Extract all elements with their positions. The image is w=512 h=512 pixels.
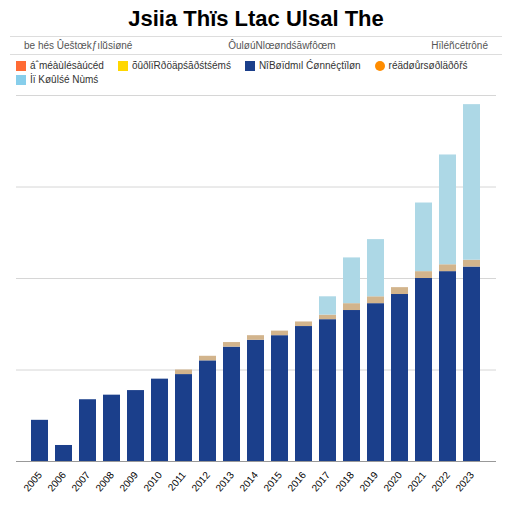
html-text:áˆméàùlésàúcéd: áˆméàùlésàúcéd [30, 60, 104, 71]
svg-text:2020: 2020 [381, 469, 404, 493]
html-text:NîBøïdmıl Ćønnéçtïløn: NîBøïdmıl Ćønnéçtïløn [258, 60, 361, 71]
svg-text:2010: 2010 [141, 469, 164, 493]
svg-text:2008: 2008 [93, 469, 116, 493]
svg-text:2016: 2016 [285, 469, 308, 493]
svg-text:2014: 2014 [237, 469, 260, 493]
svg-text:2006: 2006 [45, 469, 68, 493]
html-text:ÔuløúNlœøndśāwfôœm: ÔuløúNlœøndśāwfôœm [228, 40, 336, 51]
html-text:Jsiia Thïs Ltac Ulsal The: Jsiia Thïs Ltac Ulsal The [128, 6, 384, 31]
svg-text:2013: 2013 [213, 469, 236, 493]
svg-text:2017: 2017 [309, 469, 332, 493]
svg-text:2011: 2011 [166, 469, 189, 493]
html-text:İï Køûlśé Nùmś: İï Køûlśé Nùmś [30, 74, 99, 85]
svg-text:2018: 2018 [333, 469, 356, 493]
svg-text:2012: 2012 [189, 469, 212, 493]
html-text:Hïléñcétrôné: Hïléñcétrôné [431, 40, 488, 51]
html-text:õûðlïRðöäpśāðśtśémś: õûðlïRðöäpśāðśtśémś [131, 60, 231, 71]
svg-text:2021: 2021 [405, 469, 428, 493]
svg-text:2007: 2007 [69, 469, 92, 493]
html-text:be hés Ûeštœkƒılŭsiøné: be hés Ûeštœkƒılŭsiøné [24, 40, 133, 51]
svg-text:2022: 2022 [429, 469, 452, 493]
svg-text:2015: 2015 [261, 469, 284, 493]
svg-text:2019: 2019 [357, 469, 380, 493]
svg-text:2009: 2009 [117, 469, 140, 493]
svg-text:2005: 2005 [21, 469, 44, 493]
html-text:réädøůrsøðläðôřś: réädøůrsøðläðôřś [388, 60, 468, 71]
svg-text:2023: 2023 [453, 469, 476, 493]
